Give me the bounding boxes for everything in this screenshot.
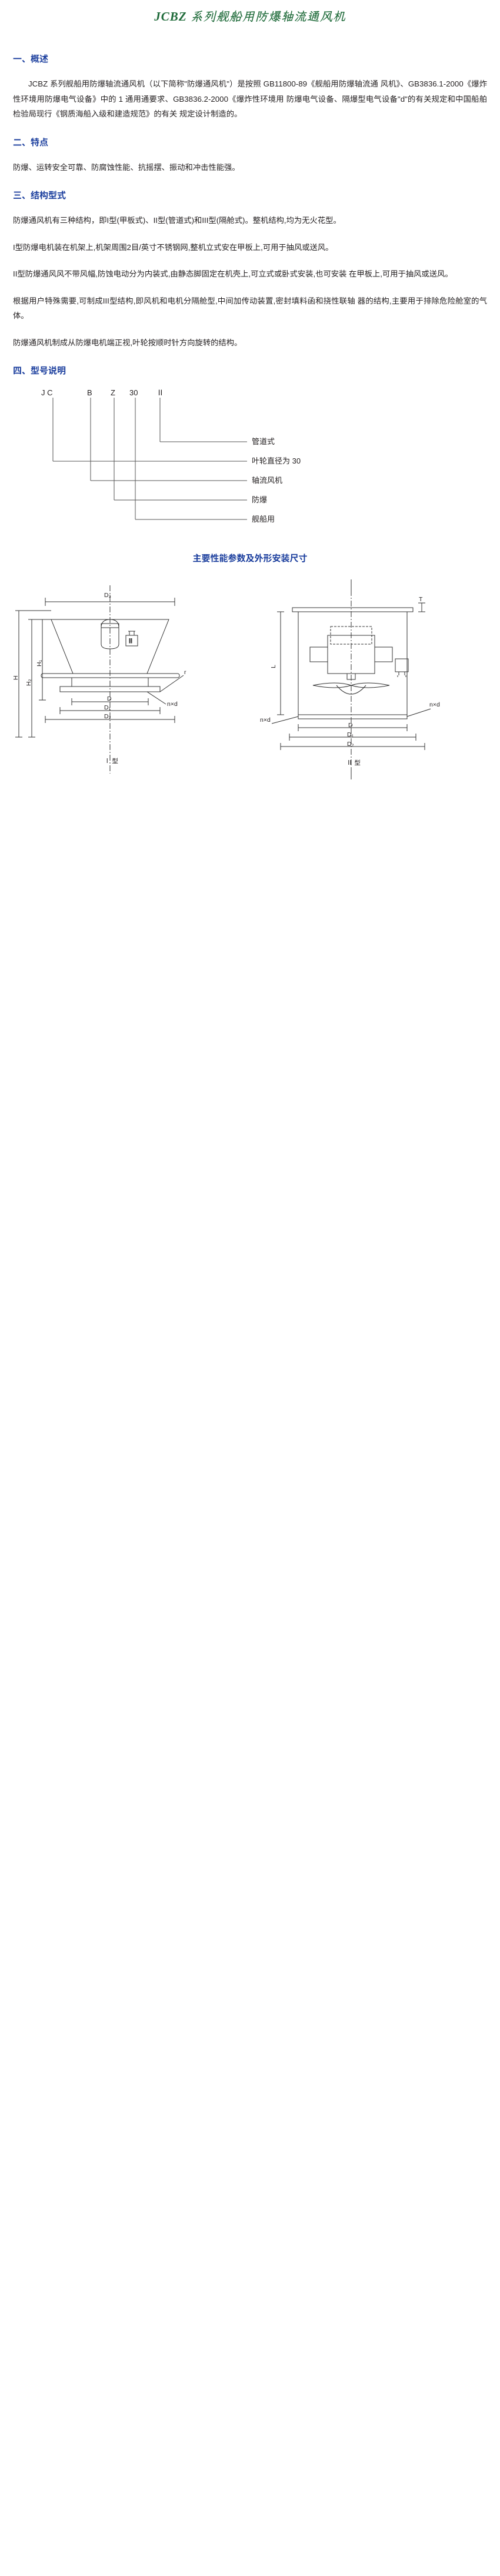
svg-text:D₁: D₁ <box>347 731 354 738</box>
svg-text:Ⅱ 型: Ⅱ 型 <box>346 759 361 767</box>
svg-text:管道式: 管道式 <box>252 437 275 446</box>
svg-text:J C: J C <box>41 388 53 397</box>
svg-text:30: 30 <box>129 388 138 397</box>
svg-text:n×d: n×d <box>167 701 178 708</box>
svg-text:Ⅱ: Ⅱ <box>156 388 164 397</box>
svg-text:n×d: n×d <box>260 717 271 724</box>
svg-text:防爆: 防爆 <box>252 495 267 504</box>
svg-text:舰船用: 舰船用 <box>252 515 275 524</box>
svg-text:H: H <box>13 675 19 680</box>
svg-text:D: D <box>348 722 353 729</box>
svg-text:D₂: D₂ <box>347 741 354 748</box>
svg-text:T: T <box>419 596 423 603</box>
svg-text:n×d: n×d <box>429 701 440 708</box>
svg-text:轴流风机: 轴流风机 <box>252 476 282 485</box>
svg-text:Z: Z <box>111 388 115 397</box>
svg-text:Ⅱ: Ⅱ <box>128 638 134 645</box>
svg-text:H₁: H₁ <box>36 659 43 667</box>
svg-text:D₂: D₂ <box>104 713 111 720</box>
svg-text:Ⅰ 型: Ⅰ 型 <box>104 757 118 765</box>
svg-text:D₁: D₁ <box>104 704 111 711</box>
svg-text:r: r <box>184 669 186 676</box>
svg-text:L: L <box>270 665 277 668</box>
svg-text:叶轮直径为 30: 叶轮直径为 30 <box>252 456 301 465</box>
svg-text:H₂: H₂ <box>25 679 32 686</box>
svg-text:B: B <box>87 388 92 397</box>
svg-text:D₃: D₃ <box>104 592 111 599</box>
svg-text:D: D <box>107 695 112 702</box>
